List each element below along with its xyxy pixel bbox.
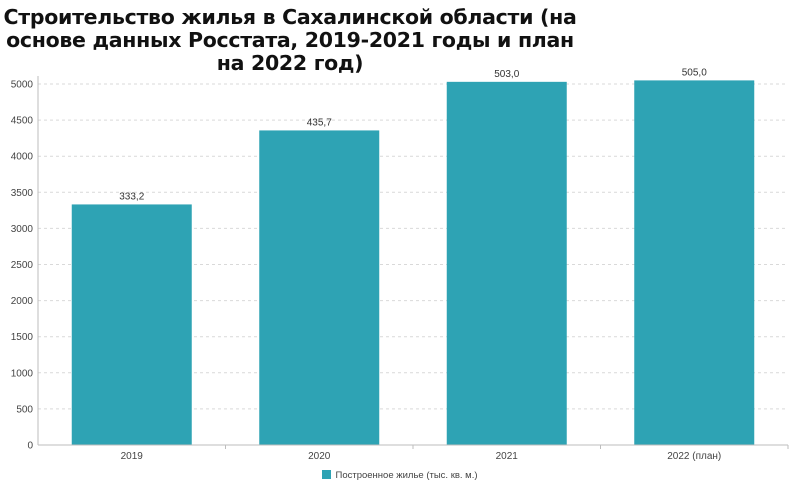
y-tick-label: 4500 (11, 116, 34, 127)
legend-label: Построенное жилье (тыс. кв. м.) (335, 470, 478, 481)
bar (71, 204, 192, 445)
x-tick-label: 2020 (308, 451, 331, 462)
legend: Построенное жилье (тыс. кв. м.) (0, 470, 800, 481)
y-tick-label: 3500 (11, 188, 34, 199)
x-tick-label: 2019 (121, 451, 144, 462)
bar (634, 80, 755, 445)
bar (446, 81, 567, 446)
chart-title: Строительство жилья в Сахалинской област… (0, 6, 580, 75)
y-tick-label: 4000 (11, 152, 34, 163)
data-label: 505,0 (682, 67, 707, 78)
y-tick-label: 500 (16, 404, 33, 415)
x-tick-label: 2022 (план) (667, 451, 721, 462)
bar (259, 130, 380, 445)
bars (71, 80, 755, 446)
x-tick-label: 2021 (496, 451, 519, 462)
chart-title-line: основе данных Росстата, 2019-2021 годы и… (6, 28, 574, 52)
chart-title-line: Строительство жилья в Сахалинской област… (3, 5, 577, 29)
x-axis: 2019 2020 2021 2022 (план) (38, 444, 789, 462)
legend-swatch (322, 470, 332, 479)
y-tick-label: 5000 (11, 80, 34, 91)
y-tick-label: 0 (27, 441, 33, 452)
y-tick-label: 2000 (11, 296, 34, 307)
y-tick-label: 2500 (11, 260, 34, 271)
y-tick-label: 1000 (11, 368, 34, 379)
data-label: 435,7 (307, 117, 332, 128)
y-axis: 0 500 1000 1500 2000 2500 3000 3500 4000 4500 5000 (11, 76, 39, 452)
y-tick-label: 1500 (11, 332, 34, 343)
chart-title-line: на 2022 год) (216, 51, 364, 75)
y-tick-label: 3000 (11, 224, 34, 235)
data-label: 333,2 (119, 191, 144, 202)
data-labels: 333,2 435,7 503,0 505,0 (119, 67, 707, 202)
data-label: 503,0 (494, 69, 519, 80)
